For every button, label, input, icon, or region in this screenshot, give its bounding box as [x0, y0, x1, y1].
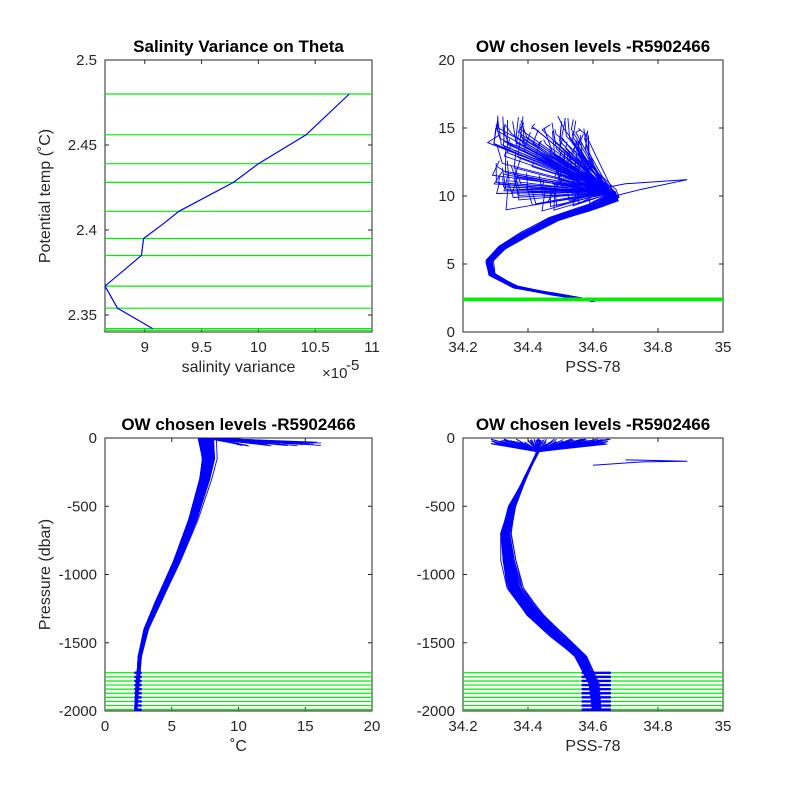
- y-tick-label: 2.35: [68, 307, 97, 324]
- y-tick-label: 20: [438, 52, 455, 69]
- salinity-profile-line: [592, 459, 688, 466]
- x-tick-label: 35: [715, 339, 732, 356]
- temp-profile-line: [134, 438, 209, 711]
- temp-profile-line: [135, 438, 262, 711]
- x-tick-label: 34.6: [578, 718, 607, 735]
- salinity-profile-line: [500, 440, 597, 711]
- x-tick-label: 34.8: [643, 339, 672, 356]
- x-tick-label: 34.2: [448, 718, 477, 735]
- temp-profile-line: [134, 438, 298, 711]
- temp-profile-line: [134, 438, 240, 711]
- temp-profile-line: [135, 438, 322, 711]
- y-tick-label: -2000: [59, 703, 97, 720]
- y-tick-label: -1000: [417, 567, 455, 584]
- temp-profile-line: [134, 438, 294, 711]
- x-tick-label: 34.2: [448, 339, 477, 356]
- salinity-variance-chart: 9 9.5 10 10.5 11 2.35 2.4 2.45 2.5 Salinity Varia…: [37, 37, 380, 382]
- x-tick-label: 9.5: [191, 339, 212, 356]
- y-tick-label: -500: [425, 498, 455, 515]
- y-axis-label: Potential temp (˚C): [37, 129, 54, 263]
- temp-profile-line: [134, 438, 292, 711]
- temp-profile-line: [135, 438, 243, 711]
- x-exponent: ×10: [322, 365, 347, 382]
- temp-profile-line: [135, 438, 321, 711]
- y-tick-label: 0: [89, 430, 97, 447]
- theta-salinity-chart: 34.2 34.4 34.6 34.8 35 0 5 10 15 20 OW chosen leve…: [438, 37, 731, 376]
- salinity-profile-line: [505, 438, 611, 711]
- x-tick-label: 0: [101, 718, 109, 735]
- subplot-title: OW chosen levels -R5902466: [121, 415, 355, 434]
- salinity-profile-line: [508, 439, 594, 711]
- y-tick-label: -1000: [59, 567, 97, 584]
- temp-profile-line: [135, 438, 256, 711]
- temp-profile-line: [135, 438, 216, 711]
- y-tick-label: 0: [447, 324, 455, 341]
- temp-profile-line: [135, 438, 260, 711]
- temp-profile-line: [134, 438, 203, 711]
- x-tick-label: 10: [230, 718, 247, 735]
- x-tick-label: 9: [141, 339, 149, 356]
- temp-profile-line: [135, 438, 314, 711]
- axes-box: [104, 59, 373, 333]
- x-axis-label: PSS-78: [565, 738, 620, 755]
- temp-profile-line: [135, 438, 250, 711]
- temp-profile-line: [135, 438, 292, 711]
- temp-profile-line: [135, 438, 211, 711]
- y-tick-label: 2.5: [76, 52, 97, 69]
- x-tick-label: 20: [364, 718, 381, 735]
- ts-profile-line: [488, 132, 612, 302]
- x-tick-label: 34.8: [643, 718, 672, 735]
- ts-profile-line: [576, 179, 688, 202]
- y-tick-label: -1500: [59, 635, 97, 652]
- y-tick-label: 2.45: [68, 137, 97, 154]
- temperature-pressure-chart: 0 5 10 15 20 0 -500 -1000 -1500 -2000 OW chosen le…: [37, 415, 380, 755]
- x-tick-label: 10: [250, 339, 267, 356]
- subplot-title: OW chosen levels -R5902466: [476, 37, 710, 56]
- variance-series-line: [105, 93, 350, 330]
- y-tick-label: 2.4: [76, 222, 97, 239]
- temp-profile-line: [135, 438, 250, 711]
- y-tick-label: 10: [438, 188, 455, 205]
- temp-profile-line: [136, 438, 305, 711]
- y-tick-label: 15: [438, 120, 455, 137]
- x-axis-label: PSS-78: [565, 359, 620, 376]
- subplot-title: OW chosen levels -R5902466: [476, 415, 710, 434]
- y-tick-label: 0: [447, 430, 455, 447]
- x-tick-label: 34.6: [578, 339, 607, 356]
- x-tick-label: 5: [168, 718, 176, 735]
- x-tick-label: 34.4: [513, 718, 542, 735]
- y-tick-label: -2000: [417, 703, 455, 720]
- temp-profile-line: [135, 438, 313, 711]
- ts-profile-line: [490, 128, 615, 302]
- temp-profile-line: [134, 438, 252, 711]
- temp-profile-line: [136, 438, 248, 711]
- y-tick-label: -500: [67, 498, 97, 515]
- salinity-profile-line: [505, 438, 595, 711]
- temp-profile-line: [135, 438, 249, 711]
- x-tick-label: 15: [297, 718, 314, 735]
- x-tick-label: 35: [715, 718, 732, 735]
- y-tick-label: -1500: [417, 635, 455, 652]
- axes-box: [104, 437, 373, 712]
- ts-profile-line: [487, 184, 611, 302]
- temp-profile-line: [134, 438, 310, 711]
- temp-profile-line: [134, 438, 317, 711]
- salinity-profile-line: [504, 439, 593, 711]
- salinity-profile-line: [505, 443, 595, 711]
- y-tick-label: 5: [447, 256, 455, 273]
- x-tick-label: 34.4: [513, 339, 542, 356]
- y-axis-label: Pressure (dbar): [37, 519, 54, 630]
- x-axis-label: ˚C: [230, 738, 247, 755]
- temp-profile-line: [135, 438, 303, 711]
- ts-profile-line: [490, 120, 616, 301]
- subplot-title: Salinity Variance on Theta: [133, 37, 344, 56]
- x-exponent-power: -5: [346, 357, 359, 374]
- salinity-pressure-chart: 34.2 34.4 34.6 34.8 35 0 -500 -1000 -1500 -2000 OW…: [417, 415, 732, 755]
- temp-profile-line: [135, 438, 244, 711]
- x-tick-label: 11: [364, 339, 380, 356]
- x-axis-label: salinity variance: [182, 359, 296, 376]
- x-tick-label: 10.5: [301, 339, 330, 356]
